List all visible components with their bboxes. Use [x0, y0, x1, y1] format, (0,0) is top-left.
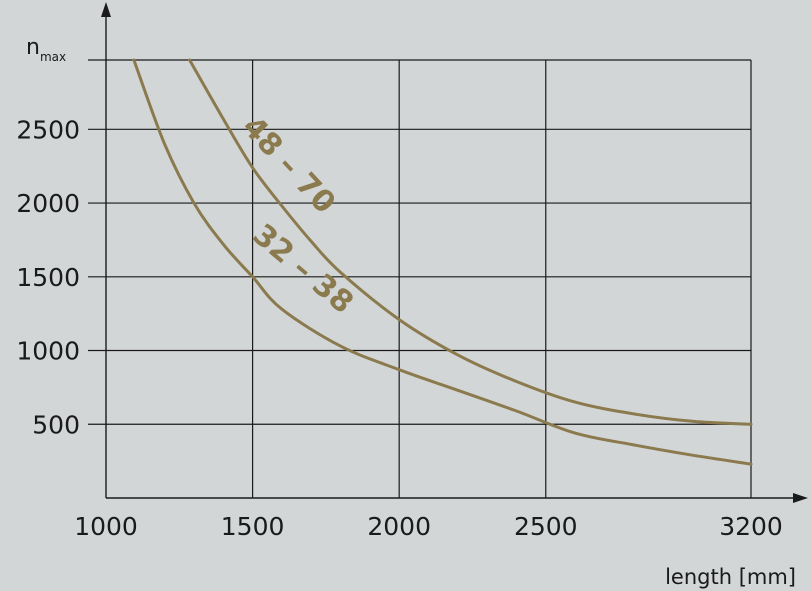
x-tick-label: 2500: [514, 512, 578, 541]
y-axis-arrow: [101, 2, 111, 17]
x-axis-arrow: [793, 493, 808, 503]
curves: [132, 58, 753, 466]
y-tick-label: 1000: [16, 337, 80, 366]
x-tick-label: 1000: [74, 512, 138, 541]
grid: [88, 59, 752, 498]
y-tick-label: 500: [32, 410, 80, 439]
axes: [101, 2, 808, 503]
y-axis-label-main: n: [26, 35, 40, 60]
x-tick-label: 3200: [719, 512, 783, 541]
plot-area: [106, 60, 751, 498]
x-tick-label: 1500: [221, 512, 285, 541]
y-axis-label-sub: max: [40, 50, 66, 64]
tick-labels: 1000 1500 2000 2500 3200 500 1000 1500 2000 2500: [16, 115, 782, 541]
x-tick-label: 2000: [367, 512, 431, 541]
series-line-0: [188, 58, 753, 426]
y-tick-label: 1500: [16, 263, 80, 292]
y-tick-label: 2000: [16, 189, 80, 218]
y-axis-label: nmax: [26, 35, 66, 64]
x-axis-label: length [mm]: [665, 565, 796, 589]
y-tick-label: 2500: [16, 115, 80, 144]
series-line-1: [132, 58, 753, 466]
